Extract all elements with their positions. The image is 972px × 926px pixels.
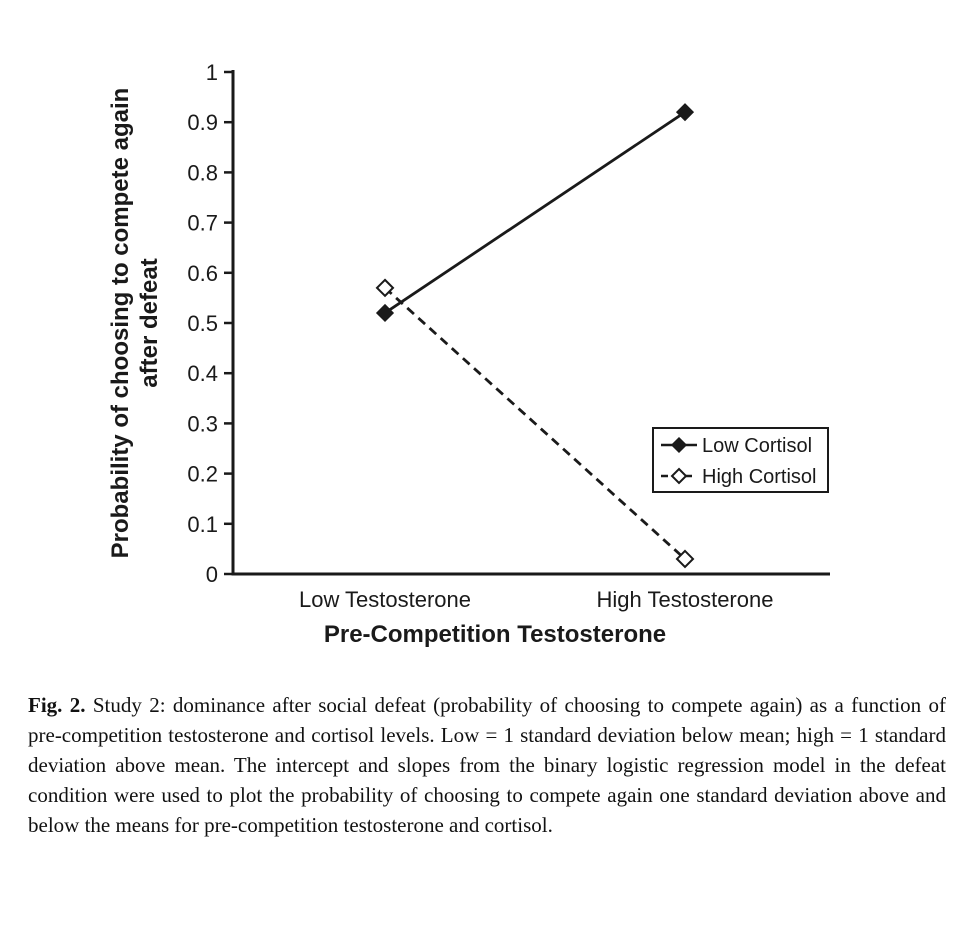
y-tick-label: 1 [206, 60, 218, 85]
legend-label: Low Cortisol [702, 435, 812, 457]
legend-marker [670, 436, 688, 454]
x-tick-label: Low Testosterone [299, 587, 471, 612]
y-tick-label: 0.5 [187, 311, 218, 336]
legend-label: High Cortisol [702, 466, 816, 488]
y-tick-label: 0.6 [187, 261, 218, 286]
figure-caption: Fig. 2. Study 2: dominance after social … [28, 690, 946, 840]
marker-low-cortisol [675, 103, 695, 122]
y-tick-label: 0.2 [187, 462, 218, 487]
marker-low-cortisol [375, 303, 395, 323]
y-tick-label: 0.8 [187, 160, 218, 185]
y-tick-label: 0.9 [187, 110, 218, 135]
caption-text: Study 2: dominance after social defeat (… [28, 693, 946, 837]
y-tick-label: 0.7 [187, 211, 218, 236]
legend-box [652, 427, 829, 493]
line-chart: 0 0.1 0.2 0.3 0.4 0.5 0.6 0.7 0.8 0.9 1 Low Testost… [107, 60, 830, 648]
y-axis-title-line1: Probability of choosing to compete again [107, 88, 134, 559]
y-tick-label: 0.1 [187, 512, 218, 537]
x-tick-label: High Testosterone [597, 587, 774, 612]
y-tick-label: 0.3 [187, 411, 218, 436]
x-axis-title: Pre-Competition Testosterone [324, 621, 666, 648]
y-tick-label: 0.4 [187, 361, 218, 386]
series-line-low-cortisol [384, 110, 686, 315]
y-tick-label: 0 [206, 562, 218, 587]
legend-marker [670, 467, 688, 485]
series-line-high-cortisol [384, 286, 686, 560]
figure-label: Fig. 2. [28, 693, 86, 717]
marker-high-cortisol [375, 278, 395, 298]
y-axis-title-line2: after defeat [136, 258, 163, 387]
marker-high-cortisol [675, 549, 695, 569]
